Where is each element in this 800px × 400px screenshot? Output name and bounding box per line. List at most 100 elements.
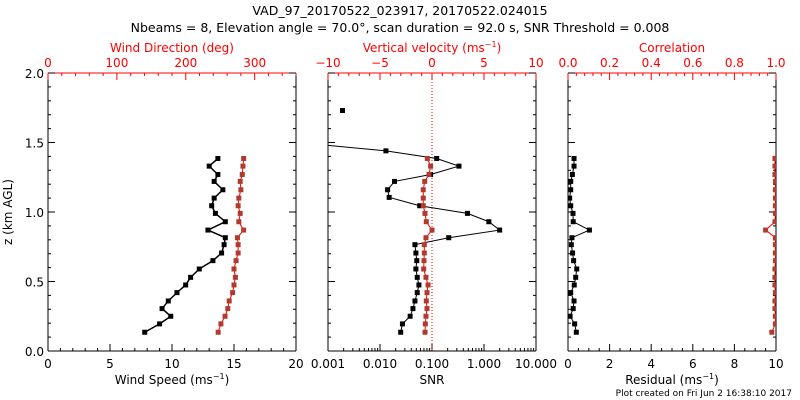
data-point: [425, 282, 431, 288]
data-point: [464, 210, 470, 216]
data-point: [165, 298, 171, 304]
data-point: [772, 282, 776, 288]
series-line: [328, 144, 501, 333]
data-point: [219, 250, 225, 256]
data-point: [383, 148, 389, 154]
data-point: [413, 266, 419, 272]
vertical-velocity-series: [420, 155, 435, 335]
data-point: [231, 266, 237, 272]
data-point: [398, 329, 404, 335]
data-point: [188, 274, 194, 280]
y-axis-label: z (km AGL): [1, 179, 15, 245]
data-point: [422, 210, 428, 216]
data-point: [497, 227, 503, 233]
data-point: [570, 306, 576, 312]
y-tick-label: 1.0: [25, 206, 44, 220]
top-x-tick-label: 0.6: [683, 56, 702, 70]
data-point: [424, 290, 430, 296]
data-point: [205, 227, 211, 233]
data-point: [571, 258, 577, 264]
data-point: [414, 258, 420, 264]
data-point: [772, 219, 776, 225]
data-point: [772, 242, 776, 248]
correlation-series: [763, 155, 776, 335]
data-point: [231, 282, 237, 288]
data-point: [410, 306, 416, 312]
data-point: [215, 329, 221, 335]
data-point: [568, 313, 573, 319]
data-point: [772, 321, 776, 327]
top-x-tick-label: 1.0: [766, 56, 785, 70]
data-point: [196, 266, 202, 272]
data-point: [240, 163, 246, 169]
top-x-tick-label: 0.2: [600, 56, 619, 70]
data-point: [386, 194, 392, 200]
x-tick-label: 4: [647, 357, 655, 371]
data-point: [239, 171, 245, 177]
data-point: [573, 274, 579, 280]
data-point: [183, 282, 189, 288]
data-point: [570, 210, 576, 216]
x-tick-label: 0: [44, 357, 52, 371]
data-point: [571, 298, 577, 304]
data-point: [772, 171, 776, 177]
data-point: [218, 321, 224, 327]
data-point: [420, 195, 426, 201]
y-tick-label: 0.5: [25, 276, 44, 290]
snr-panel: 0.001 0.010 0.100 1.000 10.000 −10 −5 0 5 10 SNR Ve…: [311, 40, 557, 387]
data-point: [434, 155, 440, 161]
data-point: [772, 258, 776, 264]
data-point: [220, 187, 226, 193]
top-x-tick-label: −10: [315, 56, 340, 70]
x-tick-label: 2: [606, 357, 614, 371]
data-point: [572, 321, 578, 327]
series-line: [144, 157, 227, 333]
top-x-tick-label: 0: [44, 56, 52, 70]
data-point: [772, 274, 776, 280]
data-point: [237, 178, 243, 184]
data-point: [424, 155, 430, 161]
data-point: [571, 163, 577, 169]
wind-direction-series: [215, 155, 247, 335]
data-point: [391, 178, 397, 184]
data-point: [769, 329, 775, 335]
wind-panel: 0.00.51.01.52.0z (km AGL)0 5 10 15 200 100 200…: [1, 41, 304, 387]
x-tick-label: 20: [288, 357, 303, 371]
data-point: [399, 321, 405, 327]
data-point: [772, 203, 776, 209]
data-point: [573, 329, 579, 335]
data-point: [226, 298, 232, 304]
data-point: [568, 195, 573, 201]
data-point: [215, 155, 221, 161]
data-point: [568, 203, 574, 209]
data-point: [236, 219, 242, 225]
data-point: [209, 203, 215, 209]
data-point: [772, 298, 776, 304]
data-point: [212, 210, 218, 216]
data-point: [241, 155, 247, 161]
data-point: [772, 155, 776, 161]
data-point: [422, 321, 428, 327]
data-point: [238, 187, 244, 193]
data-point: [233, 258, 239, 264]
y-tick-label: 1.5: [25, 137, 44, 151]
x-tick-label: 0: [564, 357, 572, 371]
x-tick-label: 10: [164, 357, 179, 371]
data-point: [772, 187, 776, 193]
data-point: [413, 250, 419, 256]
data-point: [423, 219, 429, 225]
data-point: [569, 171, 575, 177]
figure-title-line2: Nbeams = 8, Elevation angle = 70.0°, sca…: [131, 20, 670, 35]
data-point: [424, 306, 430, 312]
data-point: [159, 306, 165, 312]
x-tick-label: 0.100: [415, 357, 449, 371]
data-point: [241, 227, 247, 233]
data-point: [211, 178, 217, 184]
data-point: [142, 329, 148, 335]
data-point: [412, 298, 418, 304]
data-point: [446, 235, 452, 241]
data-point: [414, 290, 420, 296]
x-tick-label: 6: [689, 357, 697, 371]
data-point: [772, 210, 776, 216]
data-point: [586, 227, 592, 233]
